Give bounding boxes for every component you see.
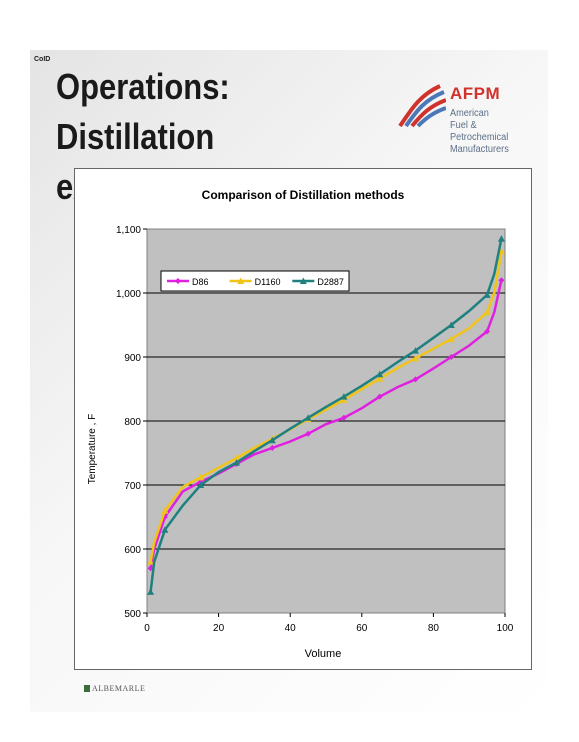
- distillation-chart: Comparison of Distillation methods 500 60…: [87, 188, 514, 660]
- data-point: [340, 393, 348, 400]
- data-point: [483, 291, 491, 298]
- y-tick-label: 600: [124, 545, 141, 556]
- chart-container: Comparison of Distillation methods 500 60…: [74, 168, 532, 670]
- legend-label-d1160: D1160: [255, 277, 281, 287]
- y-axis-label: Temperature , F: [87, 414, 98, 485]
- y-tick-label: 800: [124, 417, 141, 428]
- legend-marker: [299, 277, 307, 284]
- logo-sub-line-2: Fuel & Petrochemical: [450, 120, 509, 143]
- afpm-logo: AFPM American Fuel & Petrochemical Manuf…: [396, 80, 536, 160]
- series-line-d2887: [149, 238, 503, 593]
- data-point: [498, 277, 505, 284]
- data-point: [447, 321, 455, 328]
- legend-label-d86: D86: [192, 277, 209, 287]
- legend-marker: [237, 277, 245, 284]
- data-point: [197, 473, 205, 481]
- data-point: [233, 459, 240, 466]
- legend-box: [160, 270, 350, 292]
- data-point: [376, 375, 384, 382]
- data-point: [376, 370, 384, 378]
- series-line-d1160: [149, 251, 503, 563]
- data-point: [484, 328, 491, 335]
- logo-sub-line-3: Manufacturers: [450, 144, 509, 155]
- albemarle-logo-icon: [84, 685, 90, 692]
- series-line-d86: [149, 279, 503, 569]
- data-point: [497, 235, 505, 242]
- x-tick-label: 100: [497, 623, 514, 634]
- y-tick-label: 700: [124, 481, 141, 492]
- data-point: [448, 354, 455, 360]
- x-tick-label: 40: [285, 623, 297, 634]
- legend-label-d2887: D2887: [317, 277, 344, 287]
- x-tick-label: 80: [428, 623, 440, 634]
- y-tick-label: 900: [124, 353, 141, 364]
- data-point: [268, 436, 276, 444]
- data-point: [147, 588, 155, 595]
- data-point: [269, 444, 276, 451]
- y-tick-label: 1,000: [116, 289, 141, 300]
- data-point: [304, 414, 312, 421]
- chart-title: Comparison of Distillation methods: [202, 188, 405, 202]
- data-point: [161, 526, 169, 533]
- data-point: [147, 558, 155, 565]
- logo-name: AFPM: [450, 84, 501, 103]
- data-point: [412, 354, 419, 362]
- data-point: [161, 507, 169, 514]
- footer-text: ALBEMARLE: [92, 684, 146, 693]
- data-point: [376, 393, 383, 400]
- y-tick-label: 1,100: [116, 225, 141, 236]
- title-line-1: Operations: Distillation: [56, 66, 230, 157]
- afpm-swoosh-icon: [398, 84, 446, 128]
- legend-marker: [175, 278, 181, 284]
- x-tick-label: 60: [356, 623, 368, 634]
- logo-subtitle: American Fuel & Petrochemical Manufactur…: [450, 108, 533, 156]
- data-point: [412, 376, 419, 383]
- data-point: [305, 430, 312, 437]
- data-point: [197, 481, 205, 488]
- x-axis-label: Volume: [305, 648, 342, 660]
- data-point: [340, 414, 347, 421]
- data-point: [447, 335, 455, 343]
- data-point: [161, 514, 168, 520]
- logo-sub-line-1: American: [450, 108, 489, 119]
- footer-brand: ALBEMARLE: [84, 684, 145, 693]
- data-point: [483, 308, 491, 316]
- slide-number: CoID: [34, 56, 51, 63]
- y-tick-label: 500: [124, 609, 141, 620]
- data-point: [233, 454, 240, 462]
- data-point: [412, 347, 419, 354]
- x-tick-label: 0: [144, 623, 150, 634]
- x-tick-label: 20: [213, 623, 225, 634]
